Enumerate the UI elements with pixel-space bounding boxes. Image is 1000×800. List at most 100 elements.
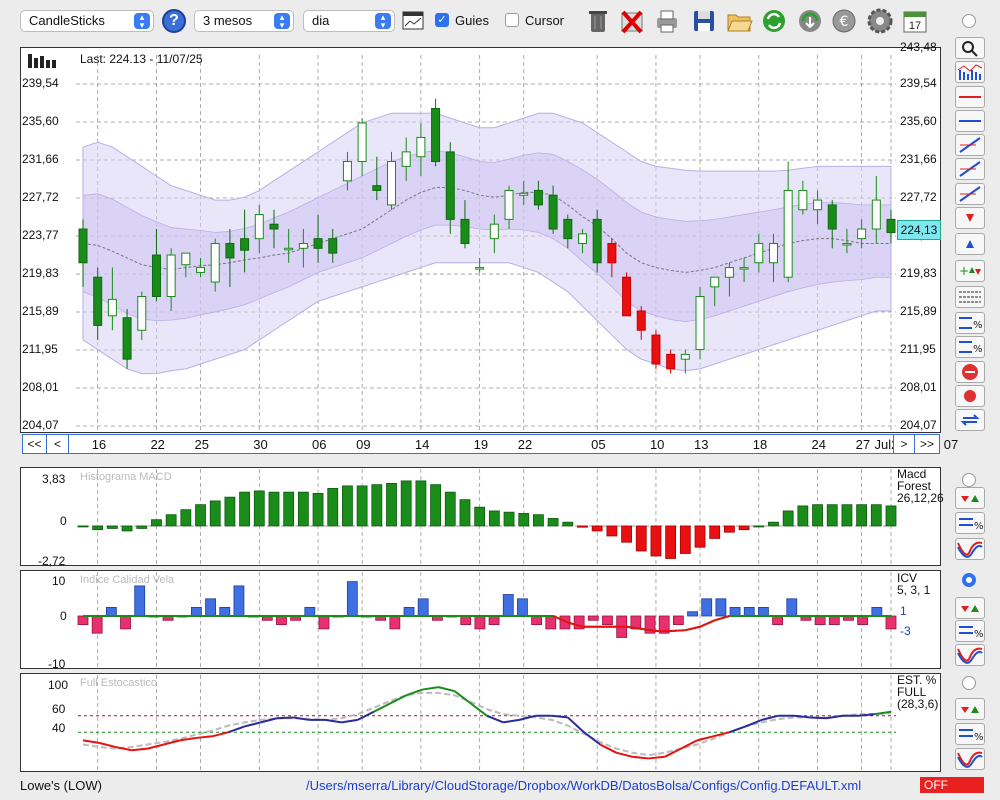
trash-icon[interactable] — [584, 7, 612, 35]
inner-band — [82, 150, 892, 322]
stochastic-k-segment — [163, 739, 181, 746]
y-axis-label: 219,83 — [22, 266, 59, 281]
nav-first-button[interactable]: << — [23, 435, 47, 453]
candle — [842, 242, 852, 246]
candle — [387, 161, 397, 206]
candle — [724, 267, 734, 278]
candle — [798, 189, 808, 211]
refresh-icon[interactable] — [760, 7, 788, 35]
period-select[interactable]: 3 mesos ▴ ▾ — [194, 10, 294, 32]
sell-arrow-button[interactable] — [955, 207, 985, 229]
svg-text:€: € — [840, 14, 849, 30]
level-lines-button[interactable]: % — [955, 620, 985, 642]
panel-radio[interactable] — [962, 676, 976, 690]
macd-ylabel-bottom: -2,72 — [38, 554, 66, 568]
candle — [298, 242, 308, 249]
save-icon[interactable] — [690, 7, 718, 35]
chart-window-icon[interactable] — [402, 11, 424, 31]
date-label: 07 — [943, 437, 959, 452]
stochastic-k-segment — [179, 736, 197, 742]
nav-prev-button[interactable]: < — [47, 435, 69, 453]
volume-chart-icon — [957, 64, 983, 80]
mode-badge[interactable]: OFF — [920, 777, 984, 793]
candle — [342, 161, 352, 182]
record-button[interactable] — [955, 385, 985, 407]
icv-bar — [786, 598, 798, 617]
calendar-icon[interactable]: 17 — [901, 7, 929, 35]
sum-trend-button[interactable] — [955, 183, 985, 205]
download-icon[interactable] — [796, 7, 824, 35]
toolbar-radio[interactable] — [962, 14, 976, 28]
nav-last-button[interactable]: >> — [915, 435, 939, 453]
zoom-button[interactable] — [955, 37, 985, 59]
icv-bar — [545, 615, 557, 630]
curve-button[interactable] — [955, 748, 985, 770]
icv-bar — [644, 615, 656, 634]
buy-arrow-button[interactable] — [955, 233, 985, 255]
delete-icon[interactable] — [618, 7, 646, 35]
sell-buy-arrows-button[interactable] — [955, 597, 985, 619]
icv-title: Indice Calidad Vela — [80, 574, 175, 586]
candle — [196, 267, 206, 273]
panel-radio[interactable] — [962, 573, 976, 587]
macd-bar — [371, 484, 383, 527]
percent-lines-button[interactable]: % — [955, 336, 985, 358]
stop-button[interactable] — [955, 361, 985, 383]
macd-bar — [400, 480, 412, 527]
cursor-checkbox[interactable] — [505, 13, 519, 27]
trendline-button[interactable] — [955, 158, 985, 180]
config-path-link[interactable]: /Users/mserra/Library/CloudStorage/Dropb… — [306, 778, 862, 793]
red-line-button[interactable] — [955, 86, 985, 108]
guides-checkbox[interactable]: ✓ — [435, 13, 449, 27]
level-lines-button[interactable]: % — [955, 512, 985, 534]
icv-bar — [602, 615, 613, 626]
help-icon[interactable]: ? — [162, 9, 186, 33]
chart-type-select[interactable]: CandleSticks ▴ ▾ — [20, 10, 154, 32]
icv-bar — [276, 615, 287, 626]
y-axis-label-right: 204,07 — [900, 418, 937, 432]
panel-radio[interactable] — [962, 473, 976, 487]
stochastic-k-segment — [147, 743, 165, 750]
stochastic-k-segment — [228, 725, 245, 734]
channel-button[interactable] — [955, 134, 985, 156]
level-lines-icon: % — [959, 518, 984, 532]
swap-button[interactable] — [955, 409, 985, 431]
date-navigator[interactable]: << < 16 22 25 30 06 09 14 19 22 05 10 13 18 24 27 Jul25… — [22, 434, 958, 454]
level-lines-button[interactable]: % — [955, 723, 985, 745]
sell-buy-arrows-button[interactable] — [955, 487, 985, 509]
gear-icon[interactable] — [866, 7, 894, 35]
macd-bar — [885, 505, 897, 527]
y-axis-label: 215,89 — [22, 304, 59, 319]
icv-bar-chart[interactable] — [20, 570, 941, 669]
height-percent-button[interactable]: % — [955, 312, 985, 334]
macd-bar — [136, 525, 148, 529]
icv-side-label-1: ICV — [897, 571, 918, 585]
svg-text:17: 17 — [909, 20, 921, 32]
macd-bar — [224, 496, 236, 527]
currency-icon[interactable]: € — [830, 7, 858, 35]
volume-chart-button[interactable] — [955, 61, 985, 83]
chevron-updown-icon: ▴ ▾ — [134, 13, 150, 30]
svg-text:+: + — [959, 264, 969, 278]
grid-lines-button[interactable] — [955, 286, 985, 308]
print-icon[interactable] — [653, 7, 681, 35]
curve-button[interactable] — [955, 644, 985, 666]
nav-next-button[interactable]: > — [893, 435, 915, 453]
sell-buy-arrows-button[interactable] — [955, 698, 985, 720]
interval-select[interactable]: dia ▴ ▾ — [303, 10, 395, 32]
candle — [151, 254, 161, 298]
open-folder-icon[interactable] — [725, 7, 753, 35]
icv-bar — [304, 607, 316, 617]
candlestick-chart[interactable] — [20, 47, 941, 433]
macd-histogram-chart[interactable] — [20, 467, 941, 566]
add-arrows-icon: + — [959, 264, 981, 278]
stochastic-line-chart[interactable] — [20, 673, 941, 772]
stochastic-k-segment — [389, 694, 407, 705]
macd-bar — [488, 510, 500, 527]
curve-button[interactable] — [955, 538, 985, 560]
macd-bar — [826, 504, 838, 527]
add-arrows-button[interactable]: + — [955, 260, 985, 282]
icv-bar — [105, 607, 117, 617]
blue-line-button[interactable] — [955, 110, 985, 132]
macd-bar — [312, 492, 324, 527]
